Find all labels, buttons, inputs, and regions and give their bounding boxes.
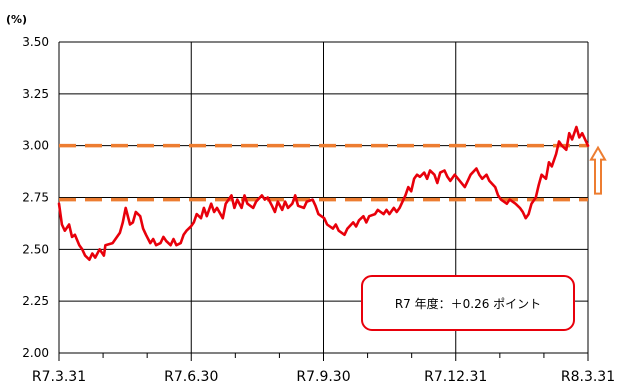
- series-group: [57, 125, 590, 261]
- annotation-box: R7 年度：＋0.26 ポイント: [361, 275, 575, 331]
- x-tick-label: R7.3.31: [32, 369, 86, 385]
- y-tick-label: 2.50: [22, 242, 49, 256]
- x-tick-labels: R7.3.31 R7.6.30 R7.9.30 R7.12.31 R8.3.31: [32, 369, 615, 385]
- y-tick-label: 2.00: [22, 346, 49, 360]
- x-minor-ticks: [102, 353, 545, 358]
- annotation-text: R7 年度：＋0.26 ポイント: [395, 296, 541, 311]
- change-arrow-group: [589, 145, 607, 195]
- y-unit-label: (%): [6, 13, 27, 26]
- y-tick-label: 2.75: [22, 191, 49, 205]
- annotation-border: [361, 275, 575, 331]
- x-tick-label: R8.3.31: [561, 369, 615, 385]
- y-tick-labels: 3.50 3.25 3.00 2.75 2.50 2.25 2.00: [22, 35, 49, 360]
- y-tick-label: 2.25: [22, 294, 49, 308]
- y-tick-label: 3.25: [22, 87, 49, 101]
- x-tick-label: R7.6.30: [164, 369, 218, 385]
- reference-lines: [59, 143, 588, 202]
- y-tick-label: 3.50: [22, 35, 49, 49]
- x-tick-label: R7.12.31: [424, 369, 487, 385]
- x-tick-label: R7.9.30: [296, 369, 350, 385]
- series-line: [57, 125, 590, 261]
- y-tick-label: 3.00: [22, 139, 49, 153]
- change-arrow: [589, 145, 607, 195]
